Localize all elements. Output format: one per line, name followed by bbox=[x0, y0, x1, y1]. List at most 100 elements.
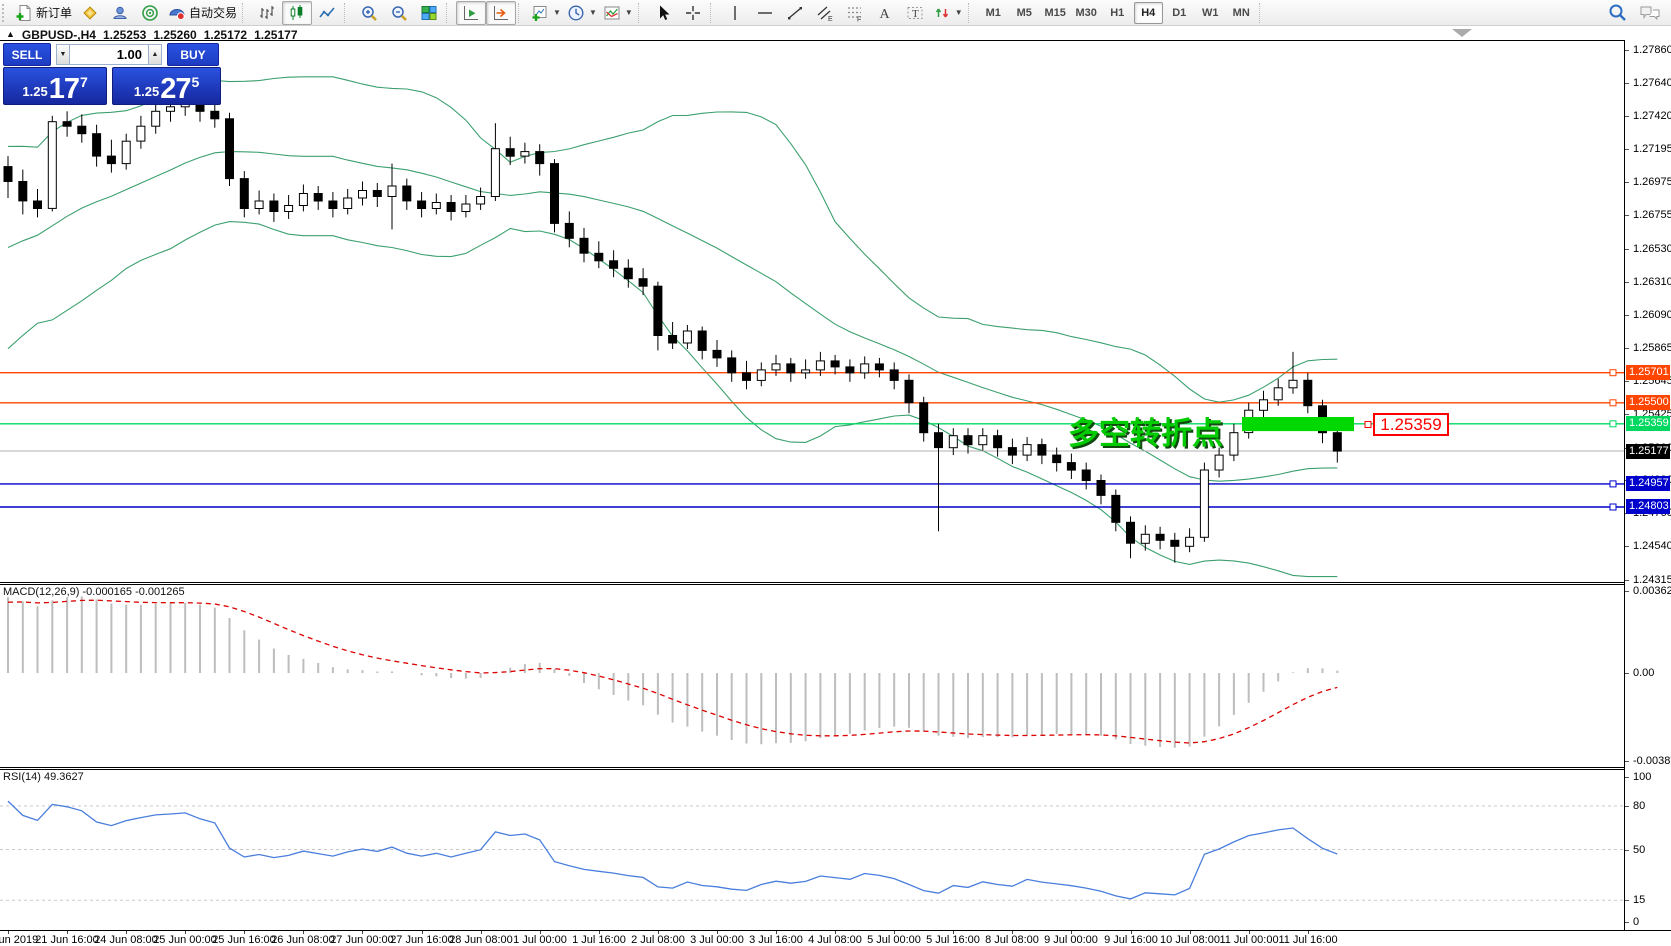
buy-price-button[interactable]: 1.25 27 5 bbox=[112, 67, 221, 105]
horizontal-line-button[interactable] bbox=[750, 1, 780, 25]
bar-chart-icon bbox=[258, 4, 276, 22]
turning-point-highlight-rect[interactable] bbox=[1242, 417, 1354, 432]
sell-button[interactable]: SELL bbox=[3, 43, 51, 66]
text-label-button[interactable]: T bbox=[900, 1, 930, 25]
axis-tick bbox=[1625, 922, 1629, 923]
toolbar-separator bbox=[1258, 2, 1267, 23]
axis-tick bbox=[1625, 414, 1629, 415]
tab-timeframe-h4[interactable]: H4 bbox=[1133, 1, 1163, 24]
time-tick-label: 28 Jun 08:00 bbox=[449, 934, 513, 946]
axis-tick bbox=[1625, 673, 1629, 674]
price-tick-label: 1.24540 bbox=[1633, 540, 1671, 552]
price-callout-box[interactable] bbox=[1373, 413, 1449, 436]
tab-timeframe-w1[interactable]: W1 bbox=[1201, 6, 1219, 19]
tab-timeframe-m30[interactable]: M30 bbox=[1075, 6, 1097, 19]
time-tick-label: 3 Jul 16:00 bbox=[749, 934, 803, 946]
zoom-in-icon bbox=[360, 4, 378, 22]
horizontal-line-icon bbox=[756, 4, 774, 22]
search-icon[interactable] bbox=[1608, 3, 1627, 22]
vertical-line-button[interactable] bbox=[720, 1, 750, 25]
zoom-out-button[interactable] bbox=[384, 1, 414, 25]
price-tick-label: 1.27195 bbox=[1633, 143, 1671, 155]
chat-icon[interactable] bbox=[1639, 4, 1661, 22]
deposit-button[interactable] bbox=[75, 1, 105, 25]
chart-top-border bbox=[0, 40, 1625, 41]
trendline-button[interactable] bbox=[780, 1, 810, 25]
zoom-in-button[interactable] bbox=[354, 1, 384, 25]
line-chart-button[interactable] bbox=[312, 1, 342, 25]
axis-tick bbox=[1625, 149, 1629, 150]
tab-timeframe-m5[interactable]: M5 bbox=[1016, 6, 1032, 19]
line-chart-icon bbox=[318, 4, 336, 22]
profile-icon bbox=[111, 4, 129, 22]
cursor-button[interactable] bbox=[648, 1, 678, 25]
toolbar-separator bbox=[446, 2, 454, 23]
candlestick-button[interactable] bbox=[282, 0, 313, 25]
chevron-down-icon: ▼ bbox=[624, 8, 633, 17]
candlestick-icon bbox=[288, 4, 306, 22]
channel-icon: E bbox=[816, 4, 834, 22]
crosshair-button[interactable] bbox=[678, 1, 708, 25]
sell-price-button[interactable]: 1.25 17 7 bbox=[3, 67, 108, 105]
level-price-badge: 1.24957 bbox=[1626, 476, 1670, 491]
new-order-button[interactable]: 新订单 bbox=[12, 1, 75, 25]
ask-price-head: 1.25 bbox=[133, 84, 160, 99]
auto-scroll-button[interactable] bbox=[456, 0, 487, 25]
text-icon: A bbox=[876, 4, 894, 22]
deposit-icon bbox=[81, 4, 99, 22]
rsi-title: RSI(14) bbox=[3, 771, 41, 783]
tile-windows-button[interactable] bbox=[414, 1, 444, 25]
arrows-button[interactable]: ▼ bbox=[930, 1, 966, 25]
bid-price-big: 17 bbox=[48, 73, 80, 105]
axis-tick bbox=[1625, 348, 1629, 349]
volume-increase-button[interactable]: ▲ bbox=[148, 44, 162, 65]
chart-shift-button[interactable] bbox=[486, 0, 517, 25]
bid-price-pip: 7 bbox=[79, 74, 88, 90]
tab-timeframe-mn[interactable]: MN bbox=[1232, 6, 1250, 19]
tab-timeframe-m15[interactable]: M15 bbox=[1044, 6, 1066, 19]
time-tick-label: 5 Jul 16:00 bbox=[926, 934, 980, 946]
signals-button[interactable] bbox=[135, 1, 165, 25]
period-button[interactable]: ▼ bbox=[564, 1, 600, 25]
price-tick-label: 1.27860 bbox=[1633, 44, 1671, 56]
time-tick bbox=[776, 931, 777, 934]
tab-timeframe-d1[interactable]: D1 bbox=[1172, 6, 1187, 19]
volume-input[interactable] bbox=[70, 44, 148, 65]
time-tick-label: 25 Jun 00:00 bbox=[153, 934, 217, 946]
toolbar-separator bbox=[709, 2, 718, 23]
indicators-button[interactable]: ▼ bbox=[600, 1, 636, 25]
turning-point-annotation[interactable]: 多空转折点 bbox=[1068, 416, 1223, 451]
time-tick bbox=[835, 931, 836, 934]
chevron-down-icon: ▼ bbox=[588, 8, 597, 17]
new-chart-button[interactable]: ▼ bbox=[528, 1, 564, 25]
fibonacci-button[interactable]: F bbox=[840, 1, 870, 25]
high-value: 1.25260 bbox=[153, 28, 197, 42]
text-button[interactable]: A bbox=[870, 1, 900, 25]
axis-tick bbox=[1625, 182, 1629, 183]
time-tick-label: 5 Jul 00:00 bbox=[867, 934, 921, 946]
tab-timeframe-h1[interactable]: H1 bbox=[1110, 6, 1125, 19]
autotrade-button[interactable]: 自动交易 bbox=[165, 1, 240, 25]
channel-button[interactable]: E bbox=[810, 1, 840, 25]
axis-tick bbox=[1625, 580, 1629, 581]
toolbar-separator bbox=[242, 2, 250, 23]
price-axis[interactable]: 1.27860 1.27640 1.27420 1.27195 1.26975 1.267… bbox=[1625, 40, 1671, 930]
time-tick bbox=[1190, 931, 1191, 934]
axis-tick bbox=[1625, 900, 1629, 901]
time-tick-label: 21 Jun 16:00 bbox=[35, 934, 99, 946]
bar-chart-button[interactable] bbox=[252, 1, 282, 25]
time-tick-label: 8 Jul 08:00 bbox=[985, 934, 1039, 946]
rsi-panel-canvas[interactable] bbox=[0, 770, 1624, 930]
main-toolbar: 新订单 自动交易 bbox=[0, 0, 1671, 26]
volume-decrease-button[interactable]: ▼ bbox=[56, 44, 70, 65]
time-tick bbox=[1071, 931, 1072, 934]
time-tick bbox=[658, 931, 659, 934]
toolbar-grip[interactable] bbox=[2, 3, 10, 22]
buy-button[interactable]: BUY bbox=[167, 43, 219, 66]
profile-button[interactable] bbox=[105, 1, 135, 25]
macd-panel-canvas[interactable] bbox=[0, 585, 1624, 766]
axis-tick bbox=[1625, 315, 1629, 316]
tab-timeframe-m1[interactable]: M1 bbox=[985, 6, 1001, 19]
